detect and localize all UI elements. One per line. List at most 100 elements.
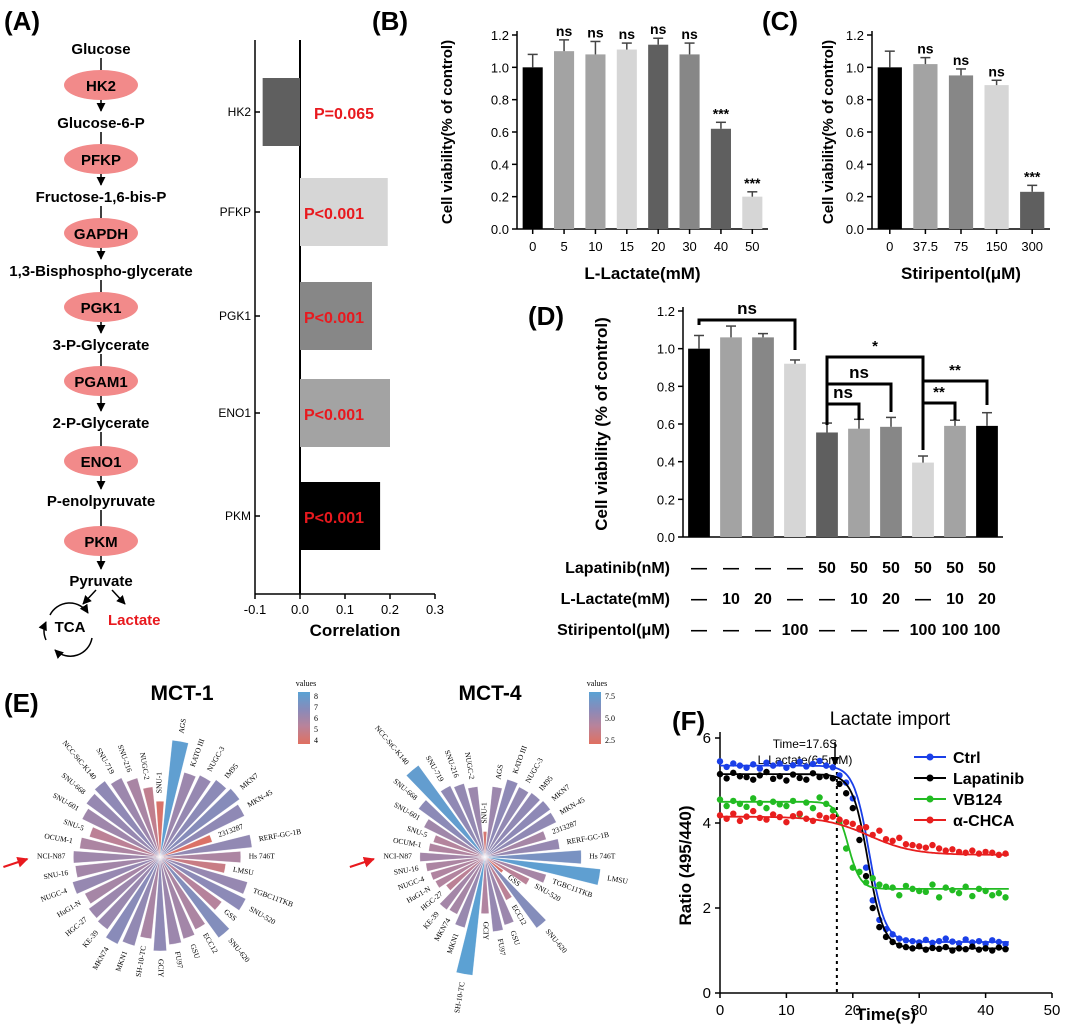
data-point	[736, 762, 744, 769]
data-point	[942, 884, 949, 891]
radial-bar	[159, 775, 212, 858]
y-axis-title: Cell viability(% of control)	[820, 40, 837, 224]
data-point	[922, 936, 930, 944]
radial-bar	[159, 856, 246, 911]
data-point	[776, 801, 783, 808]
viability-bar	[877, 67, 902, 229]
data-point	[929, 944, 936, 952]
y-tick-label: PGK1	[219, 309, 251, 323]
treatment-cell: —	[787, 591, 803, 608]
x-tick-label: 20	[844, 1002, 861, 1019]
data-point	[902, 937, 910, 944]
enzyme-label: ENO1	[81, 454, 122, 471]
data-point	[803, 799, 810, 806]
treatment-cell: 10	[850, 591, 868, 608]
x-axis-title: Time(s)	[856, 1005, 916, 1024]
legend-marker	[926, 753, 934, 761]
radial-bar	[86, 793, 161, 858]
legend-title: values	[587, 679, 607, 688]
data-point	[829, 813, 837, 820]
enzyme-label: PKM	[84, 534, 117, 551]
data-point	[955, 889, 963, 897]
data-point	[789, 813, 797, 820]
mct4-radial-chart: LMSUTGBC11TKBSNU-520GSSSNU-620ECC12GSUFU…	[349, 679, 629, 1014]
cell-line-label: SNU-620	[544, 927, 570, 955]
cell-line-label: RERF-GC-1B	[566, 830, 610, 846]
data-point	[750, 807, 757, 815]
cell-line-label: GSS	[222, 907, 238, 923]
radial-bar	[484, 856, 504, 873]
treatment-cell: 50	[978, 560, 996, 577]
cell-line-label: MKN7	[550, 782, 572, 803]
treatment-cell: —	[691, 560, 707, 577]
radial-bar	[484, 856, 547, 884]
radial-bar	[419, 852, 486, 862]
data-point	[922, 888, 930, 896]
y-tick-label: PKM	[225, 509, 251, 523]
data-point	[889, 837, 896, 845]
radial-bar	[159, 856, 206, 930]
cell-line-label: AGS	[493, 764, 504, 780]
legend-marker	[926, 774, 934, 782]
radial-bar	[484, 850, 582, 864]
combination-viability-chart: 0.0 0.2 0.4 0.6 0.8 1.0 1.2 Cell viability (% o…	[557, 299, 1003, 639]
cell-line-label: GSU	[188, 943, 202, 961]
data-point	[809, 804, 817, 812]
radial-bar	[159, 856, 222, 911]
y-tick-label: 0.2	[657, 492, 675, 507]
data-point	[862, 879, 870, 886]
p-value-label: P<0.001	[304, 206, 364, 223]
data-point	[796, 810, 803, 817]
data-point	[969, 892, 976, 900]
cell-line-label: Hs 746T	[589, 852, 615, 861]
pyruvate-to-lactate-arrow	[111, 589, 126, 605]
comparison-bracket	[921, 401, 957, 443]
data-point	[862, 872, 870, 880]
data-point	[789, 762, 797, 769]
data-point	[916, 843, 923, 850]
treatment-cell: 20	[754, 591, 772, 608]
data-point	[856, 868, 863, 876]
cell-line-label: RERF-GC-1B	[258, 827, 302, 843]
data-point	[969, 847, 976, 854]
data-point	[975, 850, 983, 857]
radial-bar	[159, 834, 253, 858]
data-point	[750, 795, 757, 802]
radial-bar	[73, 850, 161, 864]
data-point	[743, 803, 750, 811]
data-point	[889, 884, 896, 891]
data-point	[816, 773, 823, 781]
cell-line-label: GCIY	[156, 959, 165, 978]
data-point	[769, 775, 777, 782]
viability-bar	[522, 67, 543, 229]
data-point	[842, 790, 850, 797]
data-point	[909, 841, 916, 849]
treatment-cell: —	[819, 591, 835, 608]
x-tick-label: 37.5	[913, 239, 938, 254]
radial-bar	[406, 765, 486, 858]
glycolysis-pathway: Glucose Glucose-6-P Fructose-1,6-bis-P 1,3-…	[9, 41, 193, 659]
data-point	[882, 933, 890, 941]
radial-bar	[72, 856, 161, 895]
data-point	[902, 882, 910, 890]
cell-line-label: Hs 746T	[249, 852, 275, 861]
radial-bar	[153, 856, 167, 952]
legend-colorbar	[298, 692, 310, 744]
data-point	[829, 764, 837, 771]
data-point	[982, 887, 989, 895]
radial-bar	[418, 799, 486, 858]
cell-line-label: MKN74	[90, 945, 110, 971]
data-point	[716, 796, 724, 803]
enzyme-node	[64, 366, 138, 396]
data-point	[836, 816, 843, 823]
viability-bar	[752, 337, 774, 537]
treatment-cell: —	[883, 622, 899, 639]
viability-bar	[976, 425, 998, 537]
treatment-cell: 100	[974, 622, 1001, 639]
cell-line-label: NUGC-2	[138, 752, 152, 781]
radial-bar	[484, 800, 551, 858]
cell-line-label: SNU-1	[480, 802, 489, 824]
radial-bar	[484, 786, 503, 858]
radial-bar	[433, 834, 486, 858]
radial-bar	[159, 856, 195, 940]
